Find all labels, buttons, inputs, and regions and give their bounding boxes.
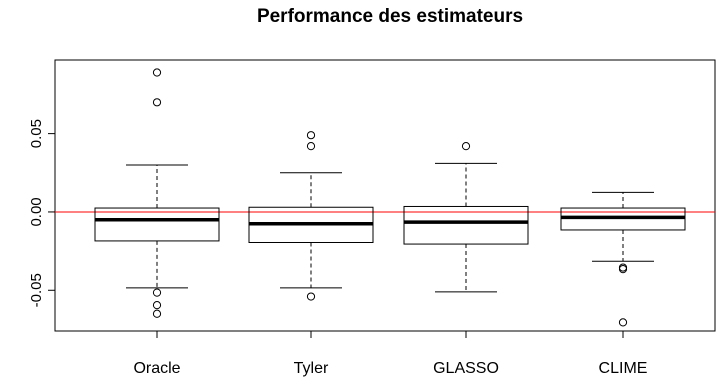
box-clime: [560, 191, 686, 327]
outlier-point: [152, 98, 162, 107]
x-tick-label: Tyler: [294, 360, 329, 377]
outlier-point: [152, 288, 162, 297]
outlier-point: [306, 292, 316, 301]
outlier-point: [618, 265, 628, 274]
outlier-point: [152, 301, 162, 310]
iqr-box: [94, 207, 220, 242]
x-tick-label: Oracle: [133, 360, 180, 377]
chart-title: Performance des estimateurs: [257, 6, 523, 27]
box-oracle: [94, 68, 220, 318]
outlier-point: [618, 318, 628, 327]
box-tyler: [248, 131, 374, 301]
outlier-point: [152, 309, 162, 318]
y-tick-label: -0.05: [28, 273, 45, 307]
box-glasso: [403, 142, 529, 293]
outlier-point: [306, 142, 316, 151]
y-axis: -0.05 0.00 0.05: [28, 119, 55, 307]
x-tick-label: CLIME: [599, 360, 648, 377]
iqr-box: [403, 205, 529, 245]
x-axis-labels: Oracle Tyler GLASSO CLIME: [133, 331, 647, 377]
outlier-point: [152, 68, 162, 77]
x-tick-label: GLASSO: [433, 360, 499, 377]
y-tick-label: 0.05: [28, 119, 45, 148]
outlier-point: [461, 142, 471, 151]
y-tick-label: 0.00: [28, 197, 45, 226]
outlier-point: [306, 131, 316, 140]
plot-frame: [54, 59, 716, 332]
boxes-group: [94, 68, 686, 327]
